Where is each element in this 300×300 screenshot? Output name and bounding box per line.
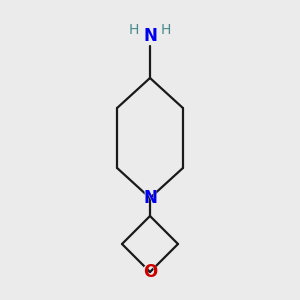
Text: H: H <box>129 23 139 37</box>
Text: N: N <box>143 27 157 45</box>
Text: H: H <box>161 23 171 37</box>
Text: N: N <box>142 189 158 207</box>
Text: N: N <box>143 189 157 207</box>
Text: O: O <box>142 262 158 281</box>
Text: N: N <box>143 27 157 45</box>
Text: O: O <box>143 263 157 281</box>
